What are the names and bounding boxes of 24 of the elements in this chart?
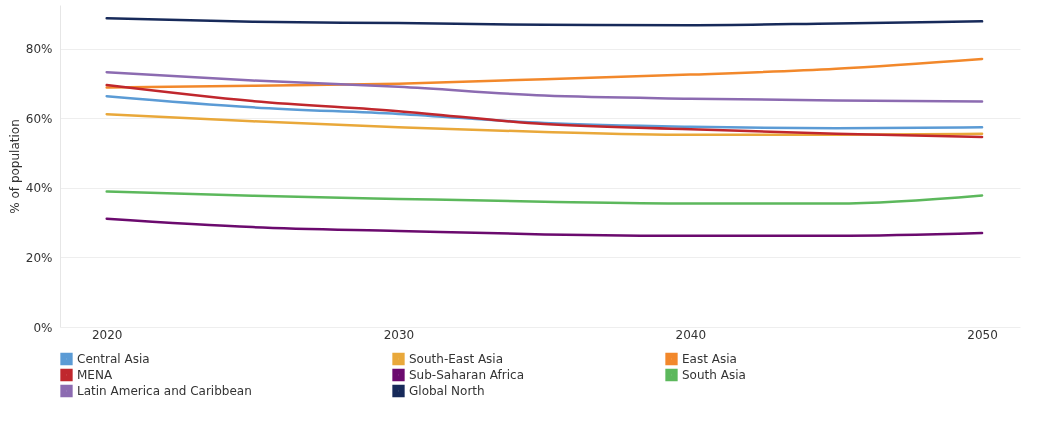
- legend-label: Latin America and Caribbean: [77, 384, 252, 398]
- y-axis-title: % of population: [7, 119, 22, 214]
- legend-label: Global North: [409, 384, 485, 398]
- line-series: [105, 83, 984, 139]
- y-tick-label: 40%: [25, 181, 53, 196]
- legend-label: Central Asia: [77, 352, 150, 366]
- line-series: [105, 217, 984, 238]
- y-tick-label: 80%: [25, 42, 53, 57]
- legend-label: Sub-Saharan Africa: [409, 368, 525, 382]
- legend-label: MENA: [77, 368, 113, 382]
- y-tick-label: 20%: [25, 250, 53, 265]
- legend-label: South-East Asia: [409, 352, 504, 366]
- line-series: [105, 16, 984, 27]
- y-tick-label: 60%: [25, 111, 53, 126]
- x-tick-label: 2030: [383, 327, 415, 342]
- line-series: [105, 70, 984, 103]
- x-tick-label: 2050: [967, 327, 998, 342]
- legend-label: South Asia: [682, 368, 746, 382]
- x-tick-label: 2020: [91, 327, 123, 342]
- line-series: [105, 190, 984, 205]
- line-series: [105, 57, 984, 89]
- y-tick-label: 0%: [33, 320, 53, 335]
- x-tick-label: 2040: [675, 327, 707, 342]
- legend-label: East Asia: [682, 352, 737, 366]
